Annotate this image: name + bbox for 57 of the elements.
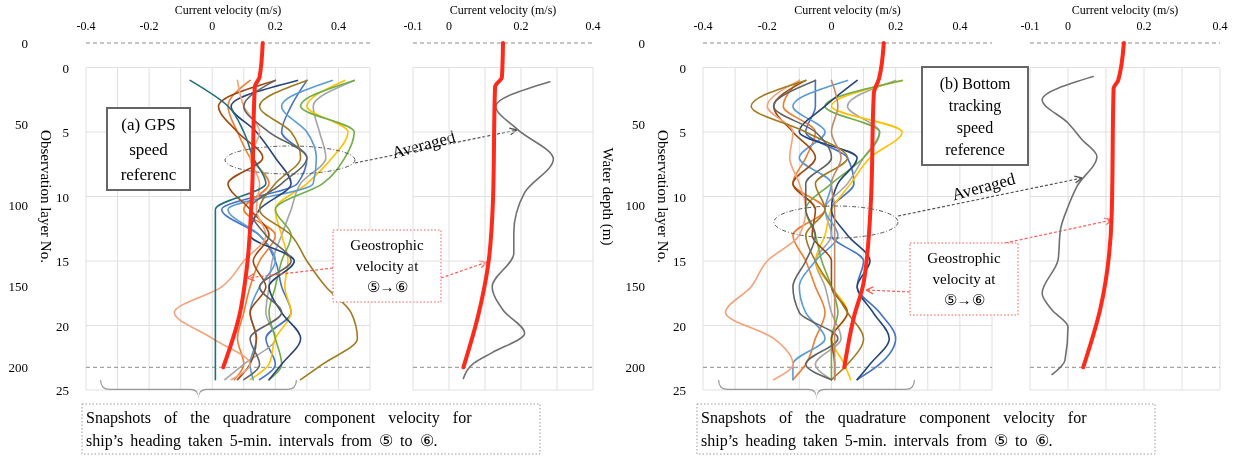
- x-tick-label: 0.2: [888, 19, 904, 33]
- y2-tick-label: 150: [8, 279, 28, 295]
- text-box: Geostrophic velocity at ⑤→⑥: [909, 242, 1019, 316]
- x-tick-label: 0: [828, 19, 835, 33]
- y-axis-title: Observation layer No.: [655, 130, 671, 263]
- y2-tick-label: 150: [625, 279, 645, 295]
- x-tick-label: 0.4: [585, 19, 601, 33]
- annotation: (a) GPS speed referenc: [120, 114, 177, 184]
- y2-tick-label: 50: [15, 117, 28, 133]
- x-tick-label: -0.4: [693, 19, 713, 33]
- y2-tick-label: 100: [625, 198, 645, 214]
- y2-tick-label: 0: [638, 36, 645, 51]
- x-tick-label: 0.2: [267, 19, 283, 33]
- x-tick-label: 0.4: [330, 19, 346, 33]
- x-tick-label: 0.4: [952, 19, 968, 33]
- y-tick-label: 5: [62, 125, 69, 141]
- y-tick-label: 25: [56, 383, 69, 398]
- y-tick-label: 15: [673, 254, 686, 269]
- y2-tick-label: 200: [8, 360, 28, 376]
- y2-tick-label: 0: [21, 36, 28, 51]
- y-tick-label: 20: [673, 318, 686, 334]
- y-tick-label: 10: [56, 189, 69, 205]
- y-tick-label: 0: [62, 60, 69, 76]
- text-box: Snapshots of the quadrature component velocity for ship’s heading taken 5-min. intervals from ⑤ to ⑥.: [81, 403, 541, 455]
- y-tick-label: 5: [679, 125, 686, 141]
- x-tick-label: 0: [1065, 19, 1071, 33]
- y-tick-label: 15: [56, 254, 69, 269]
- x-axis-title: Current velocity (m/s): [174, 3, 282, 17]
- x-tick-label: 0.2: [1136, 19, 1152, 33]
- y2-tick-label: 50: [632, 117, 645, 133]
- x-tick-label: 0: [209, 19, 216, 33]
- text-box: (a) GPS speed referenc: [106, 107, 191, 191]
- y-tick-label: 10: [673, 189, 686, 205]
- x-tick-label: 0.2: [513, 19, 529, 33]
- x-tick-label: -0.2: [757, 19, 777, 33]
- text-box: Snapshots of the quadrature component velocity for ship’s heading taken 5-min. intervals from ⑤ to ⑥.: [696, 403, 1156, 455]
- x-tick-label: 0: [446, 19, 452, 33]
- y2-axis-title: Water depth (m): [599, 147, 616, 246]
- x-axis-title: Current velocity (m/s): [449, 3, 557, 17]
- annotation: Geostrophic velocity at ⑤→⑥: [927, 250, 1001, 309]
- y2-tick-label: 200: [625, 360, 645, 376]
- x-tick-label: -0.4: [76, 19, 96, 33]
- x-tick-label: -0.1: [1020, 19, 1040, 33]
- y2-tick-label: 100: [8, 198, 28, 214]
- x-axis-title: Current velocity (m/s): [1071, 3, 1179, 17]
- x-tick-label: -0.2: [139, 19, 159, 33]
- text-box: (b) Bottom tracking speed reference: [921, 66, 1029, 166]
- y-tick-label: 0: [679, 60, 686, 76]
- x-tick-label: -0.1: [403, 19, 423, 33]
- y-tick-label: 20: [56, 318, 69, 334]
- annotation: (b) Bottom tracking speed reference: [939, 74, 1011, 158]
- y-tick-label: 25: [673, 383, 686, 398]
- y-axis-title: Observation layer No.: [38, 130, 54, 263]
- text-box: Geostrophic velocity at ⑤→⑥: [332, 229, 442, 303]
- annotation: Geostrophic velocity at ⑤→⑥: [350, 237, 424, 296]
- x-axis-title: Current velocity (m/s): [794, 3, 901, 17]
- x-tick-label: 0.4: [1212, 19, 1228, 33]
